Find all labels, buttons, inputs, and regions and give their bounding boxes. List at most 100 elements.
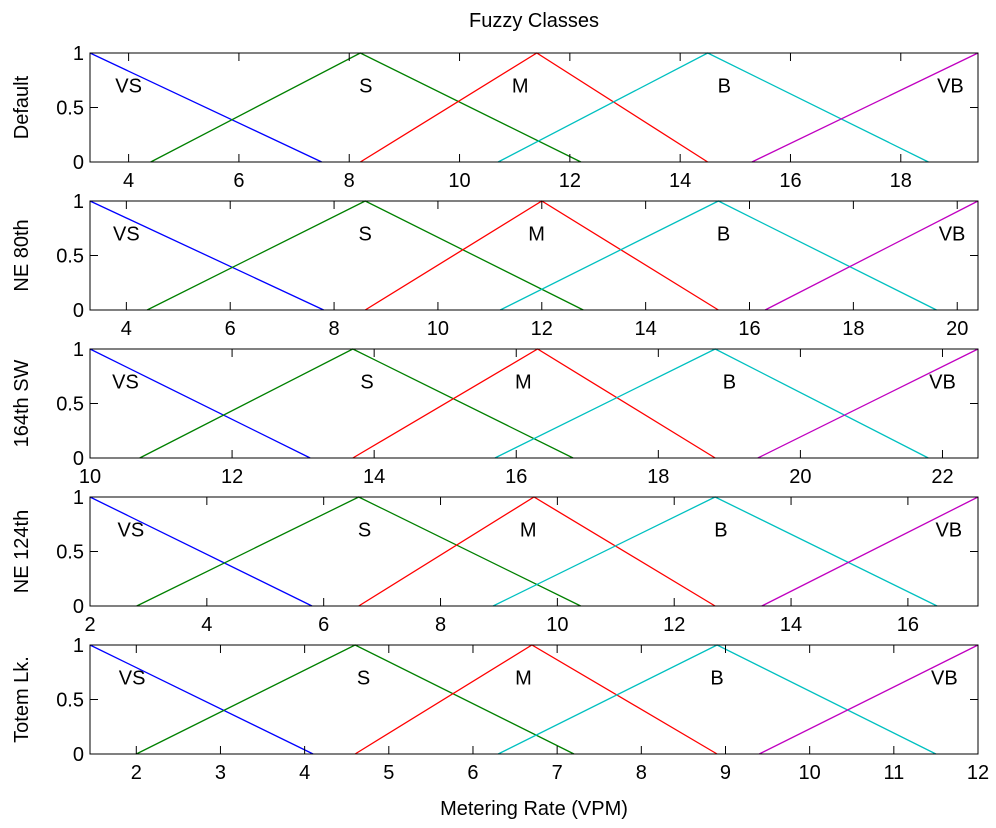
x-tick-label: 3 (215, 762, 226, 784)
series-vs-line (89, 52, 322, 163)
y-axis-label: NE 80th (11, 219, 33, 291)
y-tick-label: 0.5 (56, 690, 84, 712)
x-tick-label: 16 (738, 318, 760, 340)
class-label-b: B (718, 76, 731, 98)
series-m-line (352, 348, 716, 459)
x-tick-label: 12 (663, 614, 685, 636)
panel-frame (89, 348, 979, 459)
x-tick-label: 18 (647, 466, 669, 488)
x-tick-label: 2 (84, 614, 95, 636)
class-label-vb: VB (931, 668, 958, 690)
y-tick-label: 1 (73, 487, 84, 509)
x-tick-label: 4 (201, 614, 212, 636)
x-tick-label: 9 (720, 762, 731, 784)
y-axis-label: Totem Lk. (11, 656, 33, 743)
y-axis-label: NE 124th (11, 510, 33, 593)
series-vb-line (751, 52, 979, 163)
x-tick-label: 11 (883, 762, 904, 784)
x-tick-label: 8 (636, 762, 647, 784)
y-tick-label: 0 (73, 744, 84, 766)
series-s-line (136, 496, 581, 607)
x-tick-label: 12 (221, 466, 243, 488)
x-tick-label: 8 (329, 318, 340, 340)
x-tick-label: 14 (635, 318, 657, 340)
x-tick-label: 4 (299, 762, 310, 784)
class-label-vs: VS (115, 76, 142, 98)
class-label-s: S (360, 372, 373, 394)
y-tick-label: 0 (73, 152, 84, 174)
series-vb-line (761, 496, 979, 607)
x-tick-label: 10 (448, 170, 470, 192)
class-label-s: S (359, 76, 372, 98)
x-tick-label: 10 (427, 318, 449, 340)
series-m-line (364, 200, 719, 311)
class-label-m: M (512, 76, 529, 98)
x-tick-label: 8 (344, 170, 355, 192)
y-tick-label: 0 (73, 300, 84, 322)
series-vs-line (89, 644, 314, 755)
class-label-s: S (359, 224, 372, 246)
class-label-b: B (710, 668, 723, 690)
series-vs-line (89, 348, 311, 459)
y-tick-label: 1 (73, 43, 84, 65)
y-tick-label: 1 (73, 635, 84, 657)
y-tick-label: 0.5 (56, 394, 84, 416)
y-tick-label: 1 (73, 339, 84, 361)
x-tick-label: 6 (467, 762, 478, 784)
class-label-b: B (714, 520, 727, 542)
class-label-vs: VS (112, 372, 139, 394)
class-label-s: S (357, 668, 370, 690)
y-tick-label: 0 (73, 448, 84, 470)
x-tick-label: 18 (842, 318, 864, 340)
x-tick-label: 12 (531, 318, 553, 340)
series-s-line (139, 348, 574, 459)
x-tick-label: 10 (79, 466, 101, 488)
x-tick-label: 6 (318, 614, 329, 636)
y-axis-label: Default (11, 75, 33, 139)
class-label-vb: VB (939, 224, 966, 246)
x-tick-label: 10 (799, 762, 821, 784)
class-label-m: M (515, 668, 532, 690)
class-label-vs: VS (113, 224, 140, 246)
x-tick-label: 14 (363, 466, 385, 488)
x-tick-label: 14 (669, 170, 691, 192)
series-vb-line (764, 200, 979, 311)
class-label-m: M (515, 372, 532, 394)
series-m-line (359, 52, 709, 163)
class-label-b: B (717, 224, 730, 246)
x-tick-label: 6 (225, 318, 236, 340)
series-vs-line (89, 496, 313, 607)
x-axis-label: Metering Rate (VPM) (440, 798, 628, 820)
x-tick-label: 12 (967, 762, 989, 784)
series-vs-line (89, 200, 324, 311)
y-tick-label: 0 (73, 596, 84, 618)
x-tick-label: 16 (505, 466, 527, 488)
class-label-vb: VB (929, 372, 956, 394)
class-label-vs: VS (118, 520, 145, 542)
y-tick-label: 0.5 (56, 542, 84, 564)
x-tick-label: 4 (121, 318, 132, 340)
class-label-m: M (520, 520, 537, 542)
series-vb-line (757, 348, 979, 459)
x-tick-label: 12 (559, 170, 581, 192)
x-tick-label: 5 (383, 762, 394, 784)
class-label-s: S (358, 520, 371, 542)
x-tick-label: 4 (123, 170, 134, 192)
series-m-line (358, 496, 716, 607)
x-tick-label: 20 (946, 318, 968, 340)
panel-frame (89, 52, 979, 163)
class-label-vb: VB (937, 76, 964, 98)
class-label-b: B (723, 372, 736, 394)
panel-frame (89, 644, 979, 755)
x-tick-label: 16 (897, 614, 919, 636)
class-label-vb: VB (935, 520, 962, 542)
x-tick-label: 20 (789, 466, 811, 488)
series-s-line (150, 52, 582, 163)
chart-title: Fuzzy Classes (469, 10, 599, 32)
panel-3: 0 0.5 1 10 12 14 16 18 20 22 VS S M B VB 164th SW (11, 339, 979, 488)
x-tick-label: 22 (931, 466, 953, 488)
